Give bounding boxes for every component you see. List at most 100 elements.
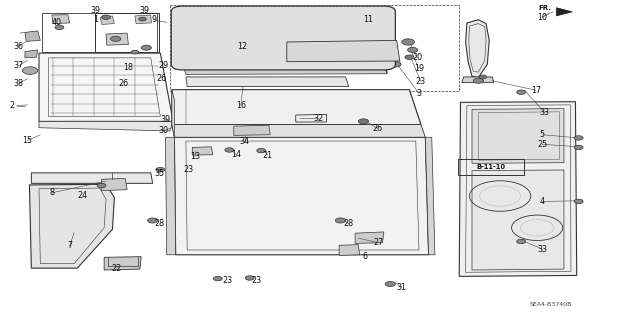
Text: 32: 32 <box>314 114 324 123</box>
Polygon shape <box>472 109 564 163</box>
Text: 11: 11 <box>363 15 373 24</box>
Text: 39: 39 <box>90 6 100 15</box>
Polygon shape <box>39 122 173 131</box>
Text: 23: 23 <box>416 77 426 86</box>
Text: 25: 25 <box>537 140 547 149</box>
Polygon shape <box>172 90 174 137</box>
Polygon shape <box>462 77 493 83</box>
Text: 21: 21 <box>262 151 273 160</box>
Polygon shape <box>182 64 387 74</box>
Text: 33: 33 <box>540 108 550 117</box>
Circle shape <box>148 218 158 223</box>
Circle shape <box>213 276 222 281</box>
Polygon shape <box>102 179 127 191</box>
Circle shape <box>257 148 266 153</box>
Text: 26: 26 <box>372 124 383 133</box>
Polygon shape <box>472 170 564 270</box>
Polygon shape <box>29 184 115 268</box>
Polygon shape <box>100 16 115 25</box>
Circle shape <box>141 45 152 50</box>
Circle shape <box>156 167 165 172</box>
Text: 23: 23 <box>222 276 232 285</box>
Text: 5: 5 <box>540 130 545 139</box>
Text: 30: 30 <box>159 126 168 135</box>
Text: 8: 8 <box>49 188 54 197</box>
Circle shape <box>245 276 254 280</box>
Text: 2: 2 <box>10 101 15 110</box>
Text: 36: 36 <box>13 42 24 51</box>
Text: 23: 23 <box>251 276 261 285</box>
Text: 35: 35 <box>154 169 164 178</box>
Polygon shape <box>52 15 70 24</box>
Circle shape <box>516 239 525 244</box>
Polygon shape <box>39 53 173 122</box>
Circle shape <box>256 129 262 132</box>
Polygon shape <box>172 90 421 124</box>
Text: 31: 31 <box>397 283 407 292</box>
Circle shape <box>139 17 147 21</box>
Text: 26: 26 <box>157 74 166 83</box>
Text: 34: 34 <box>239 137 250 145</box>
Text: 40: 40 <box>52 19 62 27</box>
Text: 33: 33 <box>537 245 547 254</box>
Circle shape <box>516 90 525 94</box>
Polygon shape <box>339 245 360 256</box>
Circle shape <box>111 36 121 41</box>
Polygon shape <box>460 102 577 276</box>
Text: 12: 12 <box>237 42 247 51</box>
Polygon shape <box>25 50 38 58</box>
Circle shape <box>408 48 418 52</box>
Polygon shape <box>31 173 153 183</box>
Circle shape <box>237 129 243 132</box>
Text: 17: 17 <box>531 86 541 95</box>
Text: 38: 38 <box>13 79 24 88</box>
Circle shape <box>574 199 583 204</box>
Circle shape <box>225 148 234 152</box>
Circle shape <box>405 55 414 59</box>
Polygon shape <box>466 20 489 78</box>
Circle shape <box>22 67 38 74</box>
Polygon shape <box>25 31 40 41</box>
Text: 19: 19 <box>414 64 424 73</box>
Text: 39: 39 <box>140 6 150 15</box>
Polygon shape <box>426 137 435 255</box>
Text: 39: 39 <box>161 115 170 124</box>
Text: 27: 27 <box>374 238 384 247</box>
Text: 28: 28 <box>154 219 164 228</box>
Text: 22: 22 <box>112 263 122 273</box>
Text: 29: 29 <box>159 61 169 70</box>
Text: 3: 3 <box>417 89 422 98</box>
Polygon shape <box>135 15 152 24</box>
Circle shape <box>97 183 106 188</box>
Polygon shape <box>106 33 129 45</box>
Circle shape <box>479 75 486 79</box>
Polygon shape <box>287 41 400 62</box>
Circle shape <box>335 218 346 223</box>
Circle shape <box>358 119 369 124</box>
Polygon shape <box>234 125 270 135</box>
Text: 4: 4 <box>540 197 545 206</box>
Text: 18: 18 <box>124 63 133 72</box>
Polygon shape <box>355 232 384 243</box>
Text: 6: 6 <box>362 252 367 261</box>
Text: FR.: FR. <box>538 5 551 11</box>
Circle shape <box>473 78 483 83</box>
Polygon shape <box>556 8 572 16</box>
Text: 26: 26 <box>118 79 129 88</box>
Circle shape <box>574 136 583 140</box>
Text: SEA4-B3740B: SEA4-B3740B <box>530 302 572 308</box>
Polygon shape <box>104 257 141 270</box>
Text: 23: 23 <box>184 165 193 174</box>
Circle shape <box>385 281 396 286</box>
Polygon shape <box>166 137 175 255</box>
Text: B-11-10: B-11-10 <box>477 164 506 170</box>
Text: 1: 1 <box>93 15 98 24</box>
Text: 7: 7 <box>67 241 72 250</box>
Circle shape <box>131 50 139 54</box>
FancyBboxPatch shape <box>172 6 396 70</box>
Text: 20: 20 <box>412 53 422 62</box>
Text: 37: 37 <box>13 61 24 70</box>
Circle shape <box>102 15 111 19</box>
Circle shape <box>55 25 64 30</box>
Text: 28: 28 <box>344 219 354 228</box>
